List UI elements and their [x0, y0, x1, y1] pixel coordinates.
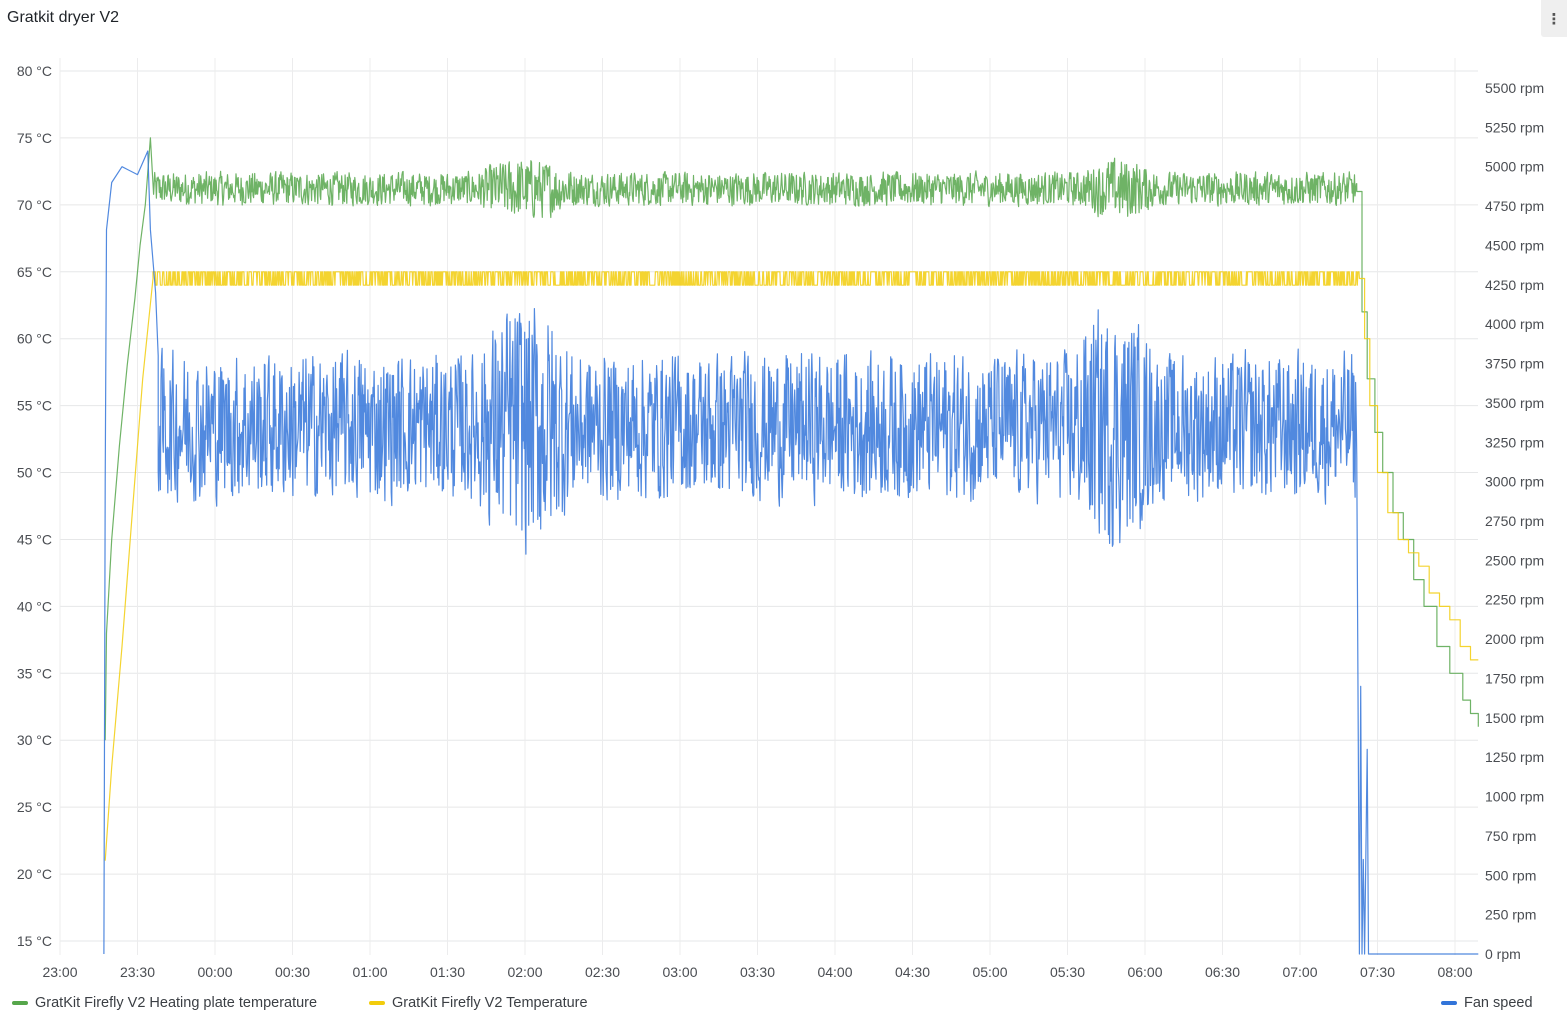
x-tick-label: 01:00 [352, 964, 387, 980]
x-tick-label: 04:00 [817, 964, 852, 980]
y-right-tick-label: 5500 rpm [1485, 80, 1544, 96]
series-line-temperature [104, 271, 1479, 861]
y-left-tick-label: 35 °C [17, 665, 52, 681]
legend-swatch [12, 1001, 28, 1005]
legend-label: Fan speed [1464, 995, 1533, 1011]
legend-label: GratKit Firefly V2 Heating plate tempera… [35, 995, 318, 1011]
y-left-tick-label: 55 °C [17, 398, 52, 414]
y-right-tick-label: 1250 rpm [1485, 749, 1544, 765]
y-right-tick-label: 1750 rpm [1485, 670, 1544, 686]
y-axis-right: 5500 rpm 5250 rpm 5000 rpm 4750 rpm 4500 rpm… [1485, 80, 1544, 962]
y-right-tick-label: 4500 rpm [1485, 237, 1544, 253]
x-tick-label: 23:30 [120, 964, 155, 980]
y-left-tick-label: 65 °C [17, 264, 52, 280]
x-tick-label: 05:30 [1050, 964, 1085, 980]
series-lines [103, 137, 1479, 955]
y-left-tick-label: 70 °C [17, 197, 52, 213]
legend-swatch [369, 1001, 385, 1005]
x-tick-label: 23:00 [42, 964, 77, 980]
legend-item-temperature[interactable]: GratKit Firefly V2 Temperature [369, 995, 588, 1011]
panel-title: Gratkit dryer V2 [7, 9, 120, 26]
y-right-tick-label: 2000 rpm [1485, 631, 1544, 647]
y-left-tick-label: 50 °C [17, 465, 52, 481]
y-right-tick-label: 3500 rpm [1485, 395, 1544, 411]
y-right-tick-label: 750 rpm [1485, 828, 1536, 844]
y-left-tick-label: 45 °C [17, 531, 52, 547]
y-right-tick-label: 5250 rpm [1485, 119, 1544, 135]
y-right-tick-label: 0 rpm [1485, 946, 1521, 962]
grid [59, 58, 1478, 955]
y-right-tick-label: 1500 rpm [1485, 710, 1544, 726]
legend-item-heating-plate[interactable]: GratKit Firefly V2 Heating plate tempera… [12, 995, 317, 1011]
x-tick-label: 03:30 [740, 964, 775, 980]
x-tick-label: 03:00 [662, 964, 697, 980]
y-left-tick-label: 25 °C [17, 799, 52, 815]
legend-label: GratKit Firefly V2 Temperature [392, 995, 588, 1011]
y-right-tick-label: 2250 rpm [1485, 592, 1544, 608]
y-left-tick-label: 80 °C [17, 63, 52, 79]
time-series-chart: 80 °C 75 °C 70 °C 65 °C 60 °C 55 °C 50 °C 45 °C… [17, 58, 1544, 980]
x-tick-label: 05:00 [972, 964, 1007, 980]
x-tick-label: 06:00 [1127, 964, 1162, 980]
x-tick-label: 00:00 [197, 964, 232, 980]
y-right-tick-label: 4750 rpm [1485, 198, 1544, 214]
y-left-tick-label: 30 °C [17, 732, 52, 748]
x-tick-label: 01:30 [430, 964, 465, 980]
legend-item-fan-speed[interactable]: Fan speed [1441, 995, 1533, 1011]
y-right-tick-label: 1000 rpm [1485, 789, 1544, 805]
y-right-tick-label: 5000 rpm [1485, 159, 1544, 175]
y-right-tick-label: 500 rpm [1485, 867, 1536, 883]
x-tick-label: 04:30 [895, 964, 930, 980]
series-line-heating-plate [104, 137, 1479, 741]
x-tick-label: 07:00 [1282, 964, 1317, 980]
y-left-tick-label: 15 °C [17, 933, 52, 949]
y-right-tick-label: 4250 rpm [1485, 277, 1544, 293]
y-axis-left: 80 °C 75 °C 70 °C 65 °C 60 °C 55 °C 50 °C 45 °C… [17, 63, 52, 949]
x-tick-label: 08:00 [1437, 964, 1472, 980]
y-right-tick-label: 3250 rpm [1485, 434, 1544, 450]
y-right-tick-label: 2750 rpm [1485, 513, 1544, 529]
y-right-tick-label: 4000 rpm [1485, 316, 1544, 332]
panel-menu-button[interactable]: ⋮ [1541, 0, 1567, 37]
x-tick-label: 02:00 [507, 964, 542, 980]
x-tick-label: 02:30 [585, 964, 620, 980]
vertical-ellipsis-icon: ⋮ [1546, 10, 1562, 28]
y-left-tick-label: 40 °C [17, 598, 52, 614]
x-tick-label: 07:30 [1360, 964, 1395, 980]
y-left-tick-label: 20 °C [17, 866, 52, 882]
x-tick-label: 00:30 [275, 964, 310, 980]
y-left-tick-label: 75 °C [17, 130, 52, 146]
y-right-tick-label: 3750 rpm [1485, 356, 1544, 372]
y-right-tick-label: 3000 rpm [1485, 474, 1544, 490]
y-left-tick-label: 60 °C [17, 331, 52, 347]
x-tick-label: 06:30 [1205, 964, 1240, 980]
y-right-tick-label: 2500 rpm [1485, 552, 1544, 568]
x-axis: 23:00 23:30 00:00 00:30 01:00 01:30 02:00 02:30… [42, 964, 1472, 980]
series-line-fan-speed [103, 150, 1479, 955]
y-right-tick-label: 250 rpm [1485, 907, 1536, 923]
legend-swatch [1441, 1001, 1457, 1005]
